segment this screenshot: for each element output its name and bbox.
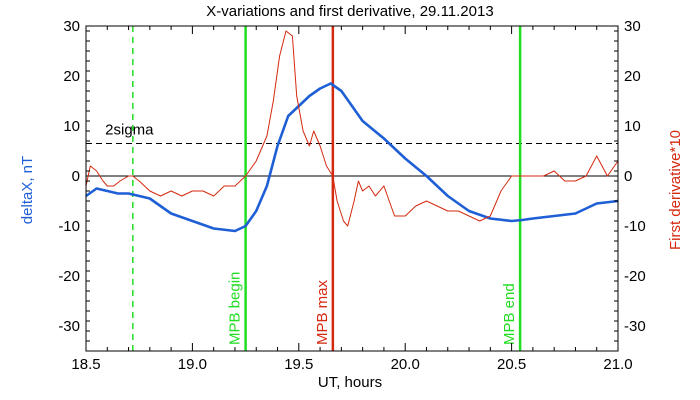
x-tick-label: 20.0: [391, 356, 420, 373]
y-axis-label-left: deltaX, nT: [19, 156, 36, 224]
series-deltax-line: [85, 82, 619, 233]
x-tick-label: 19.0: [178, 356, 207, 373]
chart-title: X-variations and first derivative, 29.11…: [206, 3, 493, 20]
y-tick-label-right: -10: [624, 218, 646, 235]
y-tick-label-left: -10: [58, 218, 80, 235]
y-tick-label-left: 0: [72, 168, 80, 185]
axes-layer: 18.5 19.0 19.5 20.0 20.5 21.0 -30 -30 -20 -20 -10 -…: [58, 18, 645, 373]
y-tick-label-right: 20: [624, 68, 641, 85]
marker-layer: 2sigma MPB begin MPB max MPB end: [86, 26, 618, 351]
x-tick-label: 19.5: [284, 356, 313, 373]
y-axis-label-right: First derivative*10: [667, 130, 684, 250]
plot-frame: [85, 25, 619, 352]
y-tick-label-left: -30: [58, 318, 80, 335]
y-tick-label-right: 30: [624, 18, 641, 35]
x-tick-label: 20.5: [497, 356, 526, 373]
series-layer: [85, 30, 619, 233]
x-tick-label: 18.5: [71, 356, 100, 373]
x-tick-label: 21.0: [603, 356, 632, 373]
y-tick-label-right: -20: [624, 268, 646, 285]
x-axis-label: UT, hours: [318, 374, 382, 391]
marker-mpb-begin-label: MPB begin: [227, 272, 244, 345]
marker-mpb-max-label: MPB max: [314, 279, 331, 345]
y-tick-label-left: 20: [63, 68, 80, 85]
y-tick-label-right: -30: [624, 318, 646, 335]
y-tick-label-left: 30: [63, 18, 80, 35]
series-derivative-line: [85, 30, 619, 227]
y-tick-label-right: 10: [624, 118, 641, 135]
threshold-label: 2sigma: [105, 122, 154, 139]
y-tick-label-left: 10: [63, 118, 80, 135]
marker-mpb-end-label: MPB end: [501, 283, 518, 345]
y-tick-label-right: 0: [624, 168, 632, 185]
y-tick-label-left: -20: [58, 268, 80, 285]
